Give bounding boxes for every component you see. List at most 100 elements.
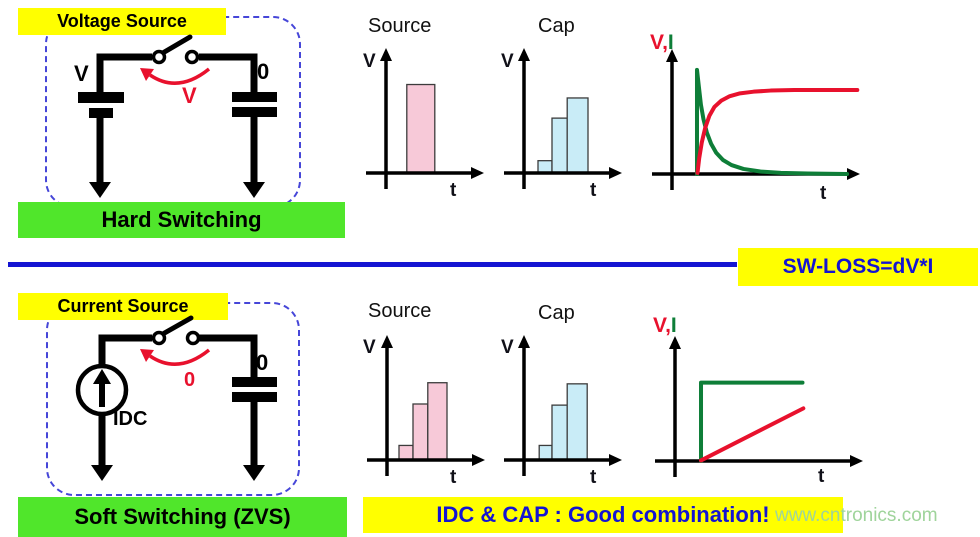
- wire-left: [96, 53, 152, 93]
- hard-source-y-label: V: [363, 51, 376, 72]
- soft-source-chart-title: Source: [368, 300, 432, 322]
- soft-cap-chart-title: Cap: [538, 302, 575, 324]
- x-axis-arrowhead-icon: [850, 455, 863, 467]
- soft-source-voltage-bar: [398, 444, 414, 461]
- x-axis-arrowhead-icon: [609, 167, 622, 179]
- soft-vi-chart: [655, 336, 863, 477]
- hard-switching-circuit: [78, 34, 277, 198]
- soft-vi-x-label: t: [818, 466, 825, 487]
- transition-arc-icon: [149, 67, 211, 85]
- hard-vi-x-label: t: [820, 183, 827, 204]
- voltage-source-tag-label: Voltage Source: [57, 11, 187, 31]
- wire-right: [199, 53, 258, 93]
- x-axis-arrowhead-icon: [472, 454, 485, 466]
- transition-arc-arrowhead-icon: [140, 68, 154, 81]
- soft-source-voltage-bar: [412, 403, 429, 461]
- current-source-tag: Current Source: [18, 293, 228, 320]
- soft-cap-voltage-bar: [538, 444, 553, 461]
- capacitor-plate-top: [232, 377, 277, 387]
- idc-label: IDC: [113, 408, 148, 430]
- wire-right: [199, 334, 258, 378]
- soft-transition-label: 0: [184, 369, 196, 391]
- current-source-tag-label: Current Source: [57, 296, 189, 316]
- section-divider-line: [8, 262, 737, 267]
- switch-contact-left-icon: [151, 330, 167, 346]
- switch-contact-left-icon: [151, 49, 167, 65]
- soft-vi-transient-trace-I: [699, 380, 805, 463]
- x-axis-arrowhead-icon: [847, 168, 860, 180]
- soft-right-node-label: 0: [256, 350, 269, 375]
- hard-source-chart: [366, 48, 484, 189]
- soft-switching-caption: Soft Switching (ZVS): [18, 497, 347, 537]
- y-axis-arrowhead-icon: [518, 335, 530, 348]
- ground-arrow-right-icon: [243, 465, 265, 481]
- hard-cap-chart: [504, 48, 622, 189]
- hard-vi-transient-trace-V: [695, 88, 860, 175]
- hard-cap-y-label: V: [501, 51, 514, 72]
- hard-vi-transient-trace-I: [694, 67, 850, 176]
- ground-arrow-right-icon: [243, 182, 265, 198]
- sw-loss-banner-label: SW-LOSS=dV*I: [782, 255, 934, 278]
- hard-source-x-label: t: [450, 180, 457, 201]
- x-axis-arrowhead-icon: [471, 167, 484, 179]
- ground-arrow-left-icon: [89, 182, 111, 198]
- soft-cap-voltage-bar: [551, 404, 568, 461]
- soft-cap-chart: [504, 335, 622, 476]
- soft-cap-x-label: t: [590, 467, 597, 488]
- transition-arc-arrowhead-icon: [140, 349, 154, 362]
- capacitor-plate-bottom: [232, 107, 277, 117]
- soft-vi-axis-label: V,I: [653, 314, 677, 338]
- hard-vi-v-label: V,: [650, 31, 668, 54]
- soft-vi-v-label: V,: [653, 314, 671, 337]
- battery-plate-short: [89, 108, 113, 118]
- soft-vi-i-label: I: [670, 314, 677, 337]
- hard-vi-i-label: I: [667, 31, 674, 54]
- capacitor-plate-bottom: [232, 392, 277, 402]
- switch-contact-right-icon: [184, 49, 200, 65]
- hard-cap-chart-title: Cap: [538, 15, 575, 37]
- switch-contact-right-icon: [185, 330, 201, 346]
- soft-cap-voltage-bar: [566, 383, 588, 461]
- soft-switching-circuit: [75, 315, 277, 481]
- hard-cap-voltage-bar: [566, 97, 589, 174]
- hard-vi-chart: [652, 49, 860, 190]
- y-axis-arrowhead-icon: [666, 49, 678, 62]
- x-axis-arrowhead-icon: [609, 454, 622, 466]
- good-combination-banner: IDC & CAP : Good combination!: [363, 497, 843, 533]
- capacitor-plate-top: [232, 92, 277, 102]
- soft-source-x-label: t: [450, 467, 457, 488]
- hard-cap-voltage-bar: [551, 117, 568, 174]
- hard-vi-axis-label: V,I: [650, 31, 674, 55]
- hard-switching-caption: Hard Switching: [18, 202, 345, 238]
- hard-right-node-label: 0: [257, 59, 270, 84]
- switch-lever-icon: [158, 315, 194, 338]
- transition-arc-icon: [149, 348, 211, 366]
- switch-lever-icon: [158, 34, 193, 57]
- soft-source-voltage-bar: [427, 382, 448, 461]
- battery-plate-long: [78, 92, 124, 103]
- hard-cap-x-label: t: [590, 180, 597, 201]
- hard-cap-voltage-bar: [537, 160, 553, 174]
- hard-left-node-label: V: [74, 61, 89, 86]
- soft-vi-transient-trace-V: [699, 406, 806, 463]
- soft-switching-caption-label: Soft Switching (ZVS): [74, 504, 291, 529]
- hard-source-voltage-bar: [406, 83, 436, 174]
- sw-loss-banner: SW-LOSS=dV*I: [738, 248, 978, 286]
- voltage-source-tag: Voltage Source: [18, 8, 226, 35]
- hard-transition-label: V: [182, 83, 197, 108]
- current-source-arrowhead-icon: [93, 369, 111, 384]
- soft-source-chart: [367, 335, 485, 476]
- hard-switching-caption-label: Hard Switching: [101, 207, 262, 232]
- ground-arrow-left-icon: [91, 465, 113, 481]
- good-combination-banner-label: IDC & CAP : Good combination!: [436, 502, 770, 527]
- y-axis-arrowhead-icon: [518, 48, 530, 61]
- y-axis-arrowhead-icon: [381, 335, 393, 348]
- y-axis-arrowhead-icon: [669, 336, 681, 349]
- soft-source-y-label: V: [363, 337, 376, 358]
- wire-left: [98, 334, 152, 366]
- watermark-text: www.cntronics.com: [775, 505, 938, 526]
- y-axis-arrowhead-icon: [380, 48, 392, 61]
- hard-source-chart-title: Source: [368, 15, 432, 37]
